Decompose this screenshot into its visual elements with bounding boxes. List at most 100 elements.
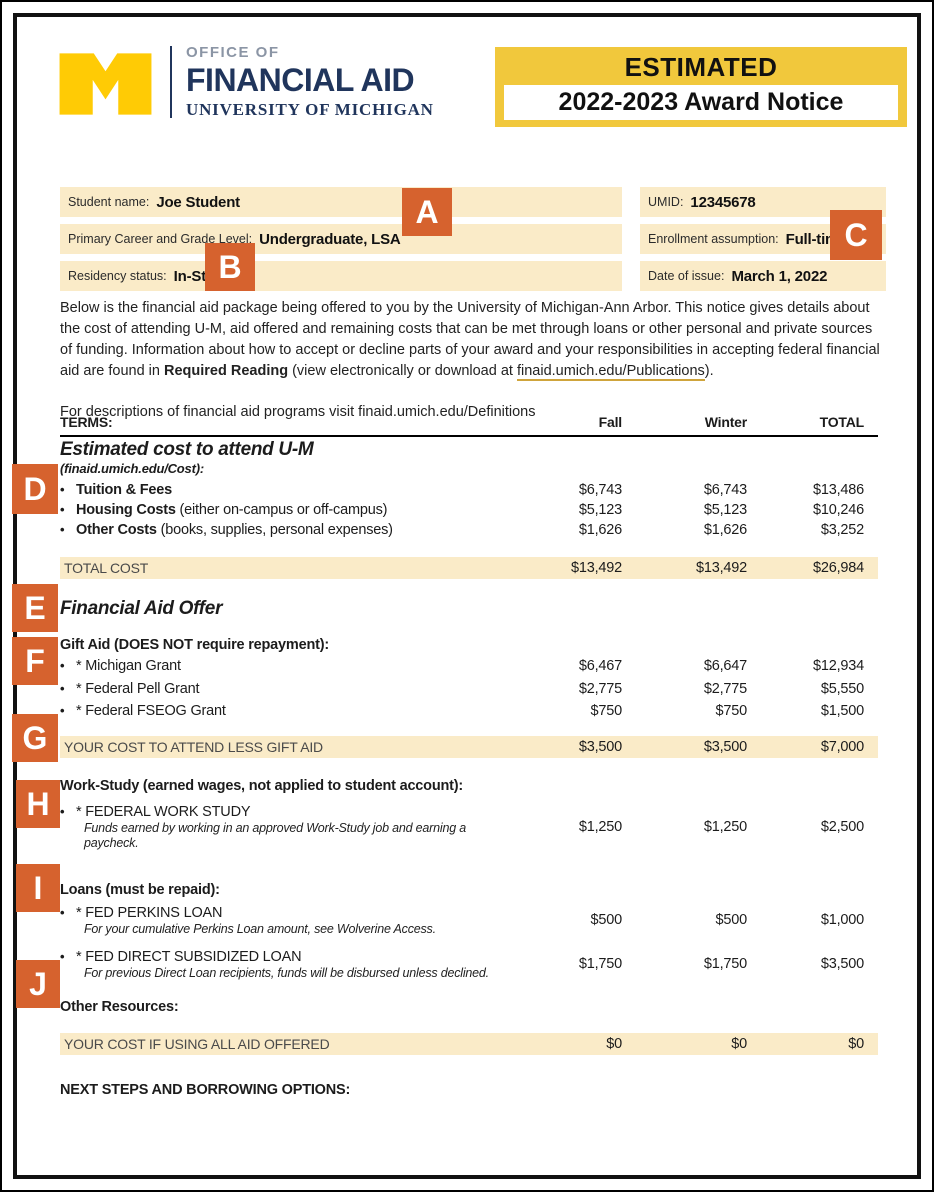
housing-fall-value: $5,123 (578, 502, 622, 518)
cost-section-title: Estimated cost to attend U-M (60, 439, 314, 460)
table-row-michigan-grant: * Michigan Grant $6,467 $6,647 $12,934 (60, 655, 878, 678)
federal-work-study-winter-value: $1,250 (703, 818, 747, 835)
student-name-value: Joe Student (156, 193, 240, 211)
student-name-label: Student name: (68, 195, 150, 209)
logo-office-of: OFFICE OF (186, 44, 280, 61)
logo-text: OFFICE OF FINANCIAL AID UNIVERSITY OF MI… (186, 42, 434, 126)
career-grade-value: Undergraduate, LSA (259, 230, 401, 248)
fall-column-header: Fall (598, 414, 623, 430)
annotation-marker-b: B (205, 243, 255, 291)
table-row-perkins-loan: * FED PERKINS LOAN For your cumulative P… (60, 904, 878, 936)
federal-work-study-label: * FEDERAL WORK STUDY (60, 803, 517, 821)
cost-less-gift-aid-winter-value: $3,500 (703, 738, 747, 755)
pell-grant-total-value: $5,550 (820, 680, 864, 697)
tuition-label: Tuition & Fees (60, 480, 517, 500)
work-study-heading: Work-Study (earned wages, not applied to… (60, 777, 464, 794)
direct-subsidized-loan-winter-value: $1,750 (703, 955, 747, 972)
terms-column-header: TERMS: (60, 414, 113, 430)
cost-using-all-aid-total-value: $0 (848, 1035, 864, 1052)
cost-less-gift-aid-fall-value: $3,500 (578, 738, 622, 755)
table-row-housing: Housing Costs (either on-campus or off-c… (60, 500, 878, 520)
other-costs-fall-value: $1,626 (578, 522, 622, 538)
annotation-marker-d: D (12, 464, 58, 514)
housing-label: Housing Costs (either on-campus or off-c… (60, 500, 517, 520)
total-cost-fall-value: $13,492 (570, 560, 622, 576)
umid-value: 12345678 (690, 193, 756, 211)
block-m-logo-icon (59, 53, 152, 115)
intro-paragraph: Below is the financial aid package being… (60, 298, 884, 382)
cost-using-all-aid-label: YOUR COST IF USING ALL AID OFFERED (64, 1035, 330, 1052)
federal-work-study-fall-value: $1,250 (578, 818, 622, 835)
michigan-grant-winter-value: $6,647 (703, 658, 747, 674)
fseog-grant-label: * Federal FSEOG Grant (60, 700, 517, 723)
date-of-issue-label: Date of issue: (648, 269, 725, 283)
table-row-other-costs: Other Costs (books, supplies, personal e… (60, 520, 878, 540)
annotation-marker-e: E (12, 584, 58, 632)
publications-link[interactable]: finaid.umich.edu/Publications (516, 363, 705, 381)
date-of-issue-value: March 1, 2022 (731, 267, 828, 285)
fseog-grant-fall-value: $750 (590, 703, 623, 719)
intro-p1-end: ). (704, 363, 714, 379)
intro-p1-before: Below is the financial aid package being… (60, 300, 880, 379)
perkins-loan-cell: * FED PERKINS LOAN For your cumulative P… (60, 904, 517, 936)
cost-using-all-aid-fall-value: $0 (606, 1035, 622, 1052)
cost-less-gift-aid-label: YOUR COST TO ATTEND LESS GIFT AID (64, 738, 323, 755)
perkins-loan-winter-value: $500 (715, 911, 748, 928)
award-notice-title: 2022-2023 Award Notice (504, 85, 898, 120)
fseog-grant-winter-value: $750 (715, 703, 748, 719)
fseog-grant-total-value: $1,500 (820, 703, 864, 719)
tuition-label-bold: Tuition & Fees (76, 482, 173, 498)
housing-winter-value: $5,123 (703, 502, 747, 518)
other-costs-total-value: $3,252 (820, 522, 864, 538)
perkins-loan-fall-value: $500 (590, 911, 623, 928)
total-cost-winter-value: $13,492 (695, 560, 747, 576)
annotation-marker-i: I (16, 864, 60, 912)
table-row-direct-subsidized-loan: * FED DIRECT SUBSIDIZED LOAN For previou… (60, 948, 878, 980)
pell-grant-fall-value: $2,775 (578, 680, 622, 697)
perkins-loan-note: For your cumulative Perkins Loan amount,… (84, 921, 436, 936)
next-steps-heading: NEXT STEPS AND BORROWING OPTIONS: (60, 1081, 351, 1098)
table-row-pell-grant: * Federal Pell Grant $2,775 $2,775 $5,55… (60, 678, 878, 701)
date-of-issue-field: Date of issue: March 1, 2022 (640, 261, 886, 291)
other-costs-detail: (books, supplies, personal expenses) (156, 522, 393, 538)
financial-aid-offer-title: Financial Aid Offer (60, 598, 223, 619)
cost-less-gift-aid-row: YOUR COST TO ATTEND LESS GIFT AID $3,500… (60, 735, 878, 758)
tuition-winter-value: $6,743 (703, 482, 747, 498)
winter-column-header: Winter (704, 414, 747, 430)
enrollment-label: Enrollment assumption: (648, 232, 779, 246)
housing-label-bold: Housing Costs (76, 502, 176, 518)
loans-heading: Loans (must be repaid): (60, 881, 220, 898)
cost-using-all-aid-winter-value: $0 (731, 1035, 747, 1052)
tuition-total-value: $13,486 (812, 482, 864, 498)
annotation-marker-c: C (830, 210, 882, 260)
federal-work-study-total-value: $2,500 (820, 818, 864, 835)
cost-less-gift-aid-total-value: $7,000 (820, 738, 864, 755)
umid-label: UMID: (648, 195, 684, 209)
annotation-marker-g: G (12, 714, 58, 762)
umich-logo: OFFICE OF FINANCIAL AID UNIVERSITY OF MI… (57, 42, 434, 126)
michigan-grant-total-value: $12,934 (812, 658, 864, 674)
gift-aid-rows: * Michigan Grant $6,467 $6,647 $12,934 *… (60, 655, 878, 723)
other-costs-label: Other Costs (books, supplies, personal e… (60, 520, 517, 540)
logo-financial-aid: FINANCIAL AID (186, 62, 415, 98)
total-cost-label: TOTAL COST (64, 560, 149, 576)
pell-grant-label: * Federal Pell Grant (60, 678, 517, 701)
total-cost-row: TOTAL COST $13,492 $13,492 $26,984 (60, 557, 878, 579)
table-row-tuition: Tuition & Fees $6,743 $6,743 $13,486 (60, 480, 878, 500)
annotation-marker-a: A (402, 188, 452, 236)
annotation-marker-j: J (16, 960, 60, 1008)
direct-subsidized-loan-total-value: $3,500 (820, 955, 864, 972)
student-name-field: Student name: Joe Student (60, 187, 622, 217)
cost-using-all-aid-row: YOUR COST IF USING ALL AID OFFERED $0 $0… (60, 1032, 878, 1055)
umid-field: UMID: 12345678 (640, 187, 886, 217)
cost-section-subtitle: (finaid.umich.edu/Cost): (60, 461, 204, 476)
direct-subsidized-loan-note: For previous Direct Loan recipients, fun… (84, 965, 489, 980)
housing-total-value: $10,246 (812, 502, 864, 518)
tuition-fall-value: $6,743 (578, 482, 622, 498)
federal-work-study-note: Funds earned by working in an approved W… (84, 820, 466, 850)
career-grade-field: Primary Career and Grade Level: Undergra… (60, 224, 622, 254)
total-cost-total-value: $26,984 (812, 560, 864, 576)
annotation-marker-h: H (16, 780, 60, 828)
other-resources-heading: Other Resources: (60, 998, 179, 1015)
